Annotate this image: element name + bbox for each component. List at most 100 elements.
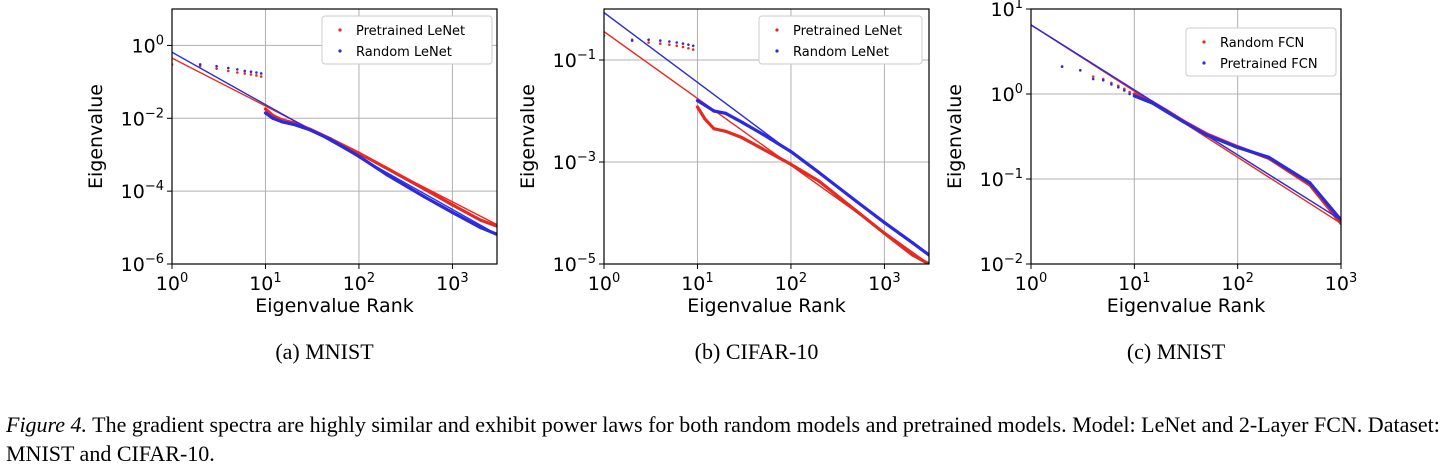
data-point-band [329, 137, 361, 158]
legend-label: Random LeNet [793, 45, 889, 60]
data-point-band [357, 154, 389, 177]
data-point [1110, 83, 1113, 86]
data-point-band [1182, 120, 1209, 137]
x-tick-label: 100 [588, 271, 620, 295]
data-point [243, 69, 247, 73]
data-point [647, 41, 650, 44]
series-2 [172, 51, 497, 236]
data-point [1128, 92, 1131, 96]
data-point-band [308, 128, 333, 142]
data-point [681, 45, 685, 49]
data-point-band [292, 122, 312, 132]
series-2 [1031, 24, 1341, 222]
data-point [226, 66, 230, 70]
data-point [668, 43, 671, 46]
data-point [1079, 69, 1082, 72]
data-point [215, 64, 218, 68]
y-tick-label: 10−3 [553, 150, 596, 174]
data-point [681, 42, 685, 45]
data-point-band [854, 199, 887, 225]
data-point [236, 71, 239, 74]
legend [758, 15, 923, 65]
y-axis-label: Eigenvalue [944, 84, 966, 189]
data-point [1117, 85, 1120, 89]
data-point [1091, 75, 1095, 78]
x-tick-label: 103 [868, 271, 900, 295]
data-point-band [1163, 109, 1186, 124]
x-tick-label: 103 [1325, 271, 1357, 295]
data-point-band [910, 241, 929, 257]
legend-marker [338, 28, 342, 32]
axes-frame [1030, 8, 1342, 265]
x-tick-label: 101 [1118, 271, 1150, 295]
data-point-band [789, 149, 821, 175]
data-point [658, 42, 662, 45]
legend [1185, 27, 1337, 77]
data-point-band [422, 195, 455, 215]
y-axis-label: Eigenvalue [517, 84, 539, 189]
data-point-band [703, 103, 716, 113]
data-point-band [724, 129, 744, 140]
data-point [675, 44, 679, 48]
data-point-band [695, 105, 707, 121]
axes-frame [603, 8, 930, 265]
x-tick-label: 101 [249, 271, 281, 295]
y-tick-label: 10−6 [121, 252, 164, 276]
data-point [249, 70, 253, 74]
data-point [647, 38, 650, 42]
data-point [691, 44, 695, 48]
data-point-band [789, 162, 821, 183]
data-point [687, 46, 690, 50]
data-point [215, 67, 218, 70]
legend-marker [775, 49, 779, 53]
x-axis-label: Eigenvalue Rank [687, 295, 846, 317]
x-tick-label: 100 [156, 271, 188, 295]
y-tick-label: 100 [991, 82, 1023, 106]
data-point-band [712, 127, 728, 133]
data-point [1091, 77, 1095, 81]
data-point-band [703, 117, 716, 131]
x-tick-label: 102 [343, 271, 375, 295]
y-tick-label: 10−4 [121, 179, 164, 203]
y-tick-label: 100 [132, 33, 164, 57]
y-tick-label: 101 [991, 0, 1023, 21]
data-point [1060, 65, 1064, 68]
data-point-band [1267, 155, 1312, 185]
data-point-band [1308, 181, 1341, 222]
legend-label: Pretrained LeNet [793, 24, 902, 39]
data-point [1128, 90, 1131, 94]
data-point-band [450, 210, 483, 230]
y-tick-label: 10−1 [980, 167, 1023, 191]
subcaption: (c) MNIST [1127, 339, 1226, 364]
y-tick-label: 10−2 [980, 252, 1023, 276]
data-point [1123, 89, 1126, 92]
x-axis-label: Eigenvalue Rank [1107, 295, 1266, 317]
data-point-band [712, 109, 728, 115]
series-1 [604, 31, 929, 264]
data-point-band [271, 113, 284, 122]
data-point-band [882, 231, 915, 257]
data-point-band [263, 107, 275, 118]
data-point [236, 68, 239, 71]
data-point-band [478, 218, 497, 228]
data-point [243, 72, 247, 75]
legend [321, 15, 493, 65]
data-point-band [817, 170, 858, 203]
data-point [226, 69, 230, 73]
data-point [691, 48, 695, 51]
legend-label: Random LeNet [356, 45, 452, 60]
data-point [198, 63, 202, 66]
y-tick-label: 10−5 [553, 252, 596, 276]
data-point-band [450, 203, 483, 222]
data-point [668, 40, 671, 43]
x-axis-label: Eigenvalue Rank [255, 295, 414, 317]
x-tick-label: 102 [775, 271, 807, 295]
x-tick-label: 100 [1015, 271, 1047, 295]
figure-caption-text: The gradient spectra are highly similar … [6, 412, 1440, 466]
data-point [630, 39, 634, 42]
axes-frame [171, 8, 498, 265]
legend-marker [1202, 40, 1206, 44]
y-tick-label: 10−2 [121, 106, 164, 130]
legend-marker [775, 28, 779, 32]
